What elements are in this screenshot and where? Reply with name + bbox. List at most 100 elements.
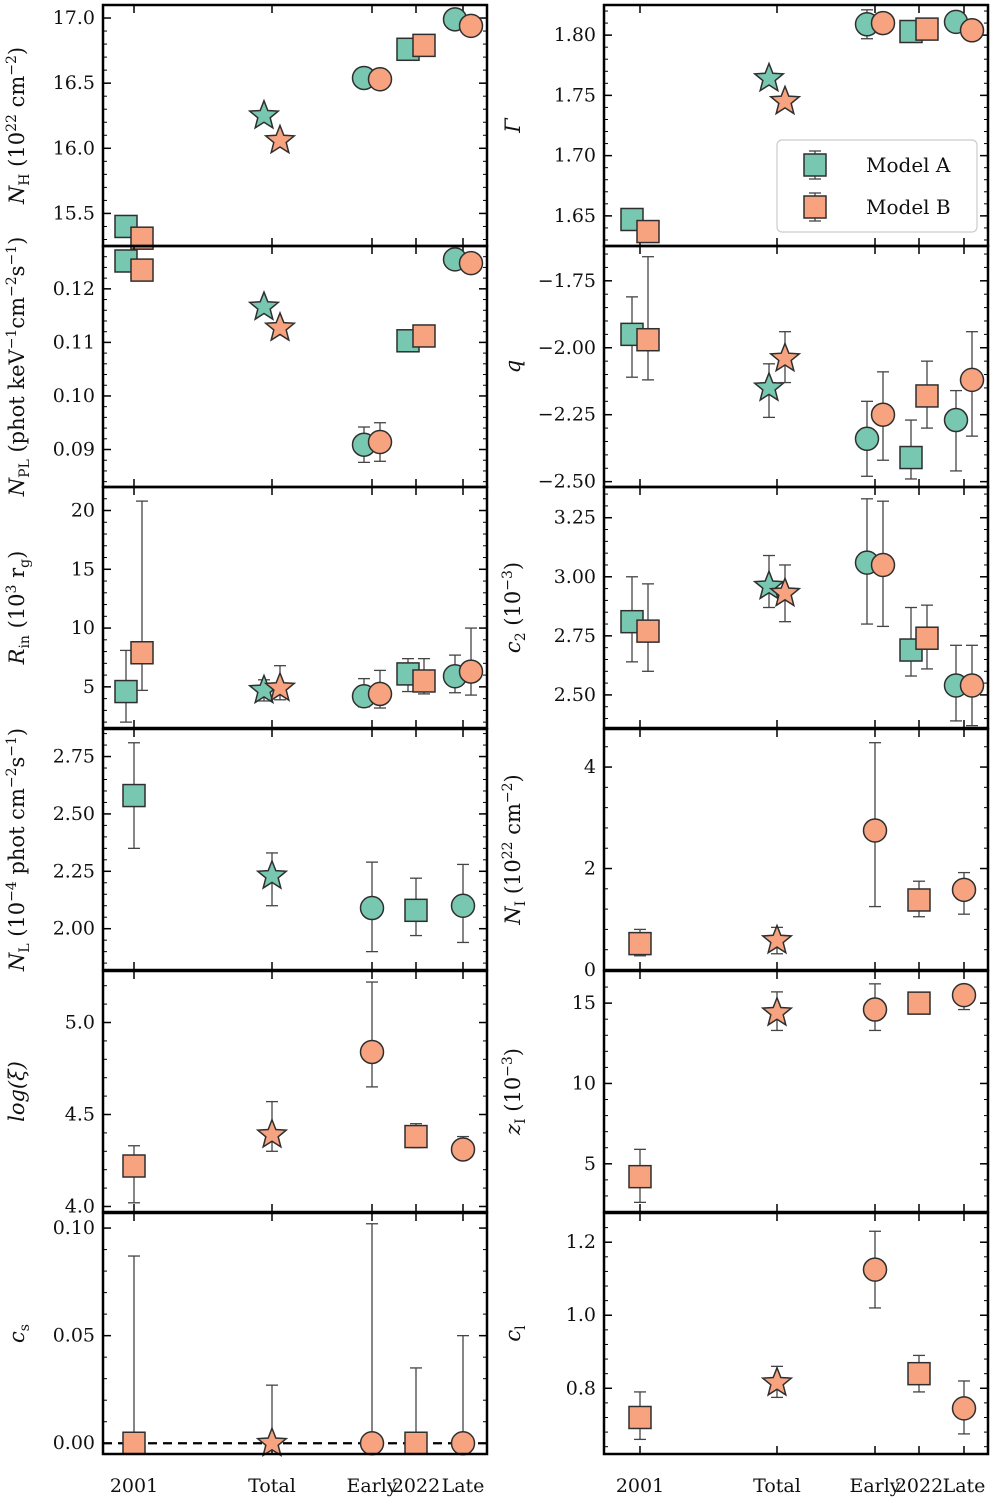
point-model-a-late (450, 893, 476, 918)
ytick-label: −2.00 (538, 337, 596, 359)
legend-marker-model-b (803, 195, 827, 219)
series-model-b-cl (628, 1230, 977, 1441)
ylabel-nh: NH (1022 cm−2) (4, 47, 33, 205)
panel-frame (602, 1211, 990, 1456)
panel-frame (101, 1211, 489, 1456)
ylabel-gamma: Γ (501, 117, 525, 134)
ylabel-ni: NI (1022 cm−2) (500, 774, 529, 926)
ylabel-rin: Rin (103 rg) (4, 551, 33, 666)
ytick-label: 2.00 (53, 918, 95, 940)
series-model-a-nl (122, 742, 476, 953)
point-model-b-early (359, 1430, 385, 1456)
ylabel-nl: NL (10−4 phot cm−2s−1) (4, 728, 33, 972)
point-model-b-2001 (636, 219, 660, 244)
series-model-b-c2 (636, 500, 985, 727)
panel-frame (602, 485, 990, 730)
ytick-label: 0.05 (53, 1325, 95, 1347)
series-model-a-c2 (620, 498, 969, 722)
ytick-label: 2.75 (554, 625, 596, 647)
point-model-b-late (959, 367, 985, 393)
ylabel-q: q (501, 360, 525, 373)
point-model-b-total (255, 1426, 289, 1458)
point-model-b-late (951, 877, 977, 903)
xtick-label-early: Early (849, 1475, 900, 1497)
point-model-a-2022 (899, 445, 923, 470)
ytick-label: 5 (83, 676, 95, 698)
ytick-label: 20 (71, 500, 95, 522)
point-model-b-total (768, 576, 802, 608)
legend-box (776, 139, 978, 233)
point-model-b-2022 (907, 991, 931, 1015)
legend-marker-model-a (803, 153, 827, 177)
point-model-b-total (263, 310, 297, 342)
point-model-b-early (870, 552, 896, 578)
ytick-label: 3.25 (554, 507, 596, 529)
panel-cs: 0.00 0.05 0.10 cs (5, 1211, 489, 1458)
ytick-label: 1.75 (554, 84, 596, 106)
point-model-b-2001 (130, 226, 154, 250)
xtick-label-2001: 2001 (616, 1475, 664, 1497)
ytick-label: 2.50 (554, 684, 596, 706)
ylabel-c2: c2 (10−3) (500, 562, 529, 653)
ytick-label: 4.5 (65, 1103, 95, 1125)
ytick-label: 1.70 (554, 145, 596, 167)
point-model-b-total (255, 1117, 289, 1149)
xtick-label-total: Total (753, 1475, 801, 1497)
point-model-b-2022 (915, 384, 939, 408)
point-model-b-2022 (907, 1361, 931, 1386)
point-model-a-total (752, 569, 786, 601)
point-model-b-2001 (628, 1405, 652, 1430)
point-model-b-early (870, 402, 896, 427)
series-model-b-nh (130, 13, 484, 250)
ytick-label: 15 (71, 558, 95, 580)
error-bar-2001 (642, 256, 654, 381)
point-model-b-early (862, 818, 888, 843)
point-model-b-early (367, 681, 393, 707)
point-model-b-late (458, 659, 484, 684)
point-model-b-2022 (412, 669, 436, 693)
point-model-b-late (951, 1396, 977, 1421)
ytick-label: 2.50 (53, 803, 95, 825)
ytick-label: 0.09 (53, 439, 95, 461)
point-model-a-2001 (122, 783, 146, 808)
series-model-a-rin (114, 649, 468, 723)
xtick-label-early: Early (346, 1475, 397, 1497)
point-model-a-total (255, 858, 289, 890)
error-bar-early (366, 1223, 378, 1444)
panel-rin: 5 10 15 20 Rin (103 rg) (4, 485, 489, 730)
ytick-label: 10 (572, 1072, 596, 1094)
ytick-label: 0.11 (53, 331, 95, 353)
point-model-b-2022 (404, 1124, 428, 1149)
point-model-b-total (263, 670, 297, 702)
xtick-label-2001: 2001 (110, 1475, 158, 1497)
point-model-b-total (760, 995, 794, 1027)
ylabel-zi: zI (10−3) (500, 1048, 529, 1136)
legend-entry-model-b: Model B (803, 192, 951, 222)
point-model-b-2022 (907, 888, 931, 912)
point-model-b-total (768, 341, 802, 373)
legend-entry-model-a: Model A (803, 150, 951, 180)
legend-label-model-a: Model A (866, 153, 951, 177)
panel-frame (101, 969, 489, 1214)
point-model-b-2001 (122, 1431, 146, 1455)
series-model-b-logxi (122, 981, 476, 1204)
series-model-b-zi (628, 982, 977, 1204)
ytick-label: 4.0 (65, 1195, 95, 1217)
xtick-label-late: Late (442, 1475, 485, 1497)
xtick-label-total: Total (248, 1475, 296, 1497)
series-model-b-gamma (636, 10, 985, 244)
ytick-label: 2.75 (53, 746, 95, 768)
panel-frame (101, 244, 489, 489)
ytick-label: 16.5 (53, 72, 95, 94)
series-model-b-rin (130, 500, 484, 709)
ytick-label: 2.25 (53, 860, 95, 882)
point-model-b-2001 (636, 327, 660, 352)
series-model-b-cs (122, 1223, 476, 1458)
point-model-a-early (359, 895, 385, 921)
ytick-label: 17.0 (53, 7, 95, 29)
point-model-b-early (367, 67, 393, 92)
panel-frame (602, 727, 990, 972)
ytick-label: 1.65 (554, 205, 596, 227)
panel-q: −2.50 −2.25 −2.00 −1.75 q (501, 244, 990, 493)
